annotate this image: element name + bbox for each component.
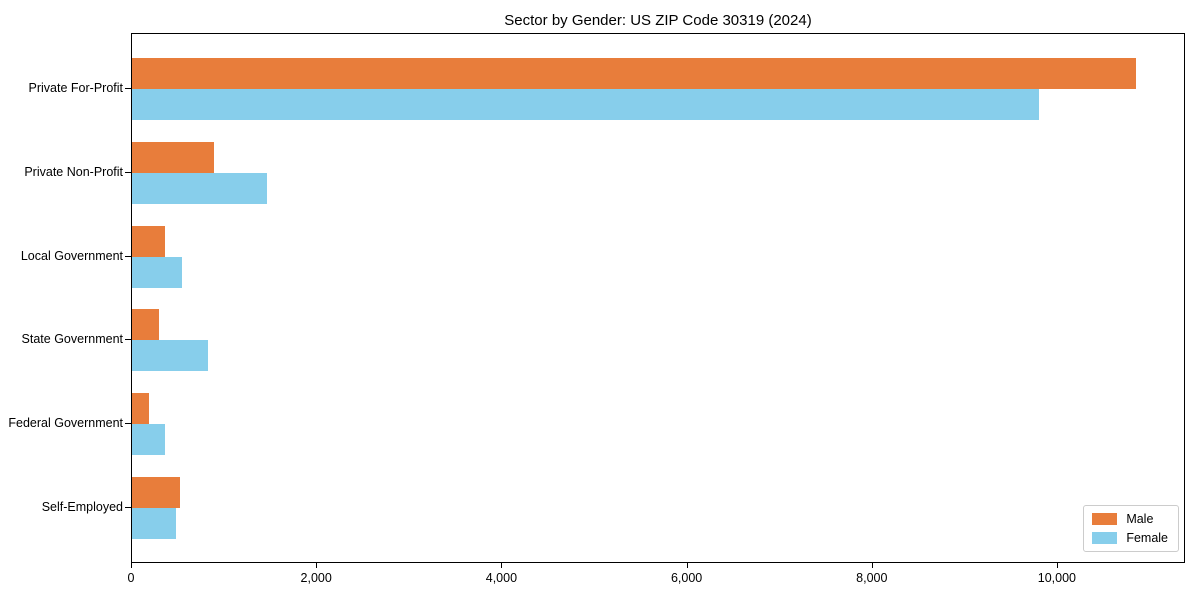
bar-female-0 [132, 89, 1040, 120]
legend-item-female: Female [1092, 531, 1168, 545]
y-axis-label: Federal Government [8, 416, 123, 431]
y-axis-label: Private Non-Profit [24, 164, 123, 179]
legend-label-male: Male [1126, 512, 1154, 526]
y-tick-mark [125, 255, 131, 257]
legend-swatch-female [1092, 532, 1118, 544]
x-tick-label: 8,000 [856, 571, 888, 585]
y-axis-label: Local Government [20, 248, 123, 263]
bar-female-4 [132, 424, 165, 456]
y-axis-label: State Government [21, 332, 123, 347]
y-tick-mark [125, 88, 131, 89]
bar-male-0 [132, 58, 1136, 89]
y-tick-mark [125, 507, 131, 508]
bar-female-3 [132, 340, 208, 372]
y-tick-mark [125, 423, 131, 425]
bar-female-2 [132, 256, 182, 288]
bar-male-1 [132, 141, 215, 173]
x-tick-mark [1056, 563, 1058, 568]
x-tick-label: 4,000 [485, 571, 518, 585]
legend-swatch-male [1092, 513, 1118, 525]
x-tick-mark [316, 563, 318, 568]
bar-male-5 [132, 477, 180, 508]
bar-female-5 [132, 508, 176, 539]
legend-item-male: Male [1092, 512, 1168, 526]
x-tick-mark [501, 563, 503, 568]
y-axis-label: Private For-Profit [28, 81, 123, 95]
bar-male-3 [132, 309, 159, 341]
y-axis-label: Self-Employed [41, 500, 123, 514]
x-tick-mark [686, 563, 688, 568]
legend-label-female: Female [1126, 531, 1168, 545]
plot-area: Male Female [131, 33, 1185, 563]
x-tick-mark [131, 563, 132, 568]
chart-title: Sector by Gender: US ZIP Code 30319 (202… [504, 12, 812, 29]
x-tick-label: 6,000 [670, 571, 703, 585]
bar-male-2 [132, 225, 165, 257]
x-tick-label: 10,000 [1037, 571, 1076, 585]
y-tick-mark [125, 171, 131, 173]
y-tick-mark [125, 339, 131, 341]
x-tick-mark [871, 563, 873, 568]
bar-male-4 [132, 393, 150, 425]
x-tick-label: 2,000 [300, 571, 332, 585]
x-tick-label: 0 [127, 571, 135, 585]
bar-female-1 [132, 172, 268, 204]
legend: Male Female [1083, 505, 1179, 552]
